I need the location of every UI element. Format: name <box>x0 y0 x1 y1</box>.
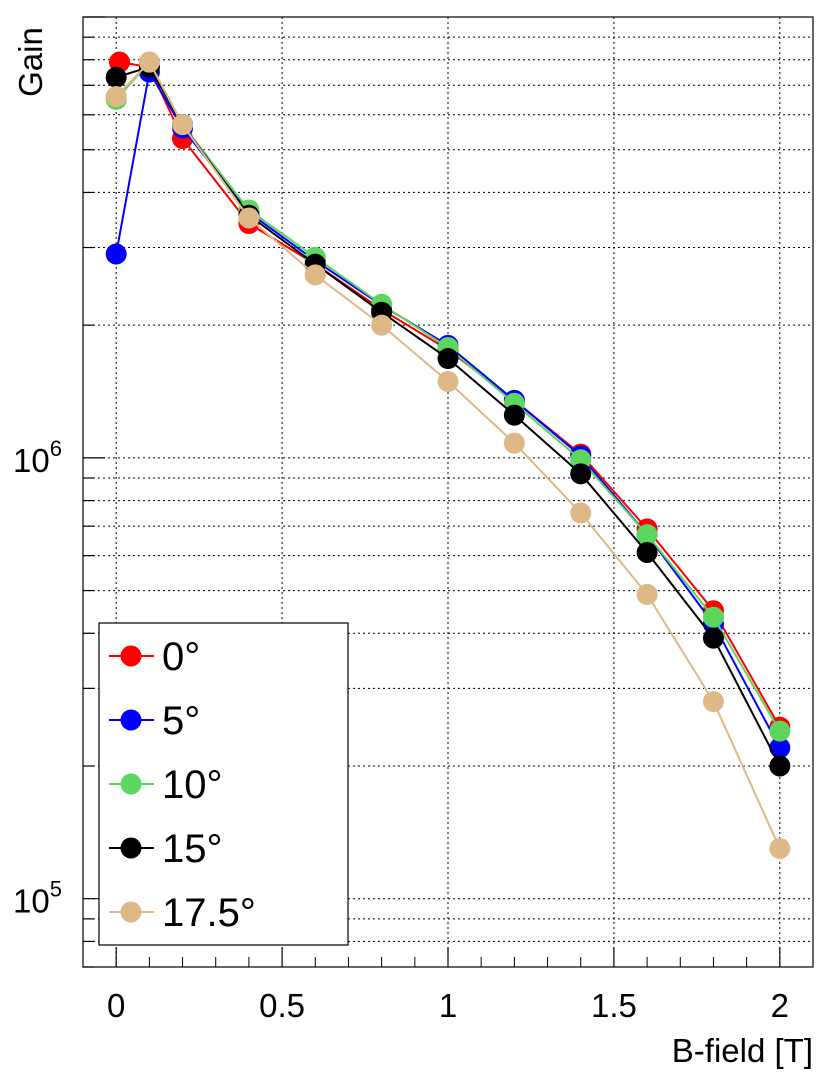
legend-entry: 17.5° <box>109 891 256 935</box>
legend-label: 17.5° <box>162 891 256 935</box>
data-point <box>105 66 127 88</box>
legend-marker <box>120 901 142 923</box>
x-tick-label: 2 <box>771 987 789 1024</box>
legend-marker <box>120 773 142 795</box>
data-point <box>105 243 127 265</box>
legend-marker <box>120 709 142 731</box>
legend-marker <box>120 645 142 667</box>
legend-marker <box>120 837 142 859</box>
legend: 0° 5° 10° 15° 17.5° <box>98 622 349 946</box>
data-point <box>238 207 260 229</box>
y-tick-label: 105 <box>13 877 62 920</box>
x-tick-label: 1.5 <box>591 987 637 1024</box>
y-axis-title: Gain <box>12 27 49 97</box>
x-tick-label: 1 <box>439 987 457 1024</box>
data-point <box>769 755 791 777</box>
data-point <box>769 837 791 859</box>
data-point <box>636 541 658 563</box>
data-point <box>636 524 658 546</box>
data-point <box>702 606 724 628</box>
data-point <box>769 720 791 742</box>
data-point <box>371 314 393 336</box>
x-axis-title: B-field [T] <box>672 1032 813 1069</box>
data-point <box>304 264 326 286</box>
data-point <box>503 432 525 454</box>
legend-label: 10° <box>162 763 223 807</box>
plot-series <box>105 51 791 859</box>
data-point <box>172 114 194 136</box>
legend-entry: 15° <box>109 827 223 871</box>
legend-entry: 5° <box>109 699 200 743</box>
data-point <box>570 463 592 485</box>
y-tick-label: 106 <box>13 436 62 479</box>
data-point <box>105 86 127 108</box>
data-point <box>437 371 459 393</box>
series-line <box>115 60 781 849</box>
legend-label: 15° <box>162 827 223 871</box>
data-point <box>503 404 525 426</box>
data-point <box>702 627 724 649</box>
data-point <box>636 583 658 605</box>
legend-entry: 10° <box>109 763 223 807</box>
x-tick-label: 0 <box>107 987 125 1024</box>
x-tick-label: 0.5 <box>259 987 305 1024</box>
series <box>105 51 791 859</box>
legend-label: 0° <box>162 635 200 679</box>
legend-entry: 0° <box>109 635 200 679</box>
data-point <box>138 51 160 73</box>
axes: 0 0.5 1 1.5 2 106 105 <box>13 16 814 1024</box>
data-point <box>570 502 592 524</box>
data-point <box>437 348 459 370</box>
data-point <box>702 691 724 713</box>
data-point <box>769 737 791 759</box>
legend-label: 5° <box>162 699 200 743</box>
